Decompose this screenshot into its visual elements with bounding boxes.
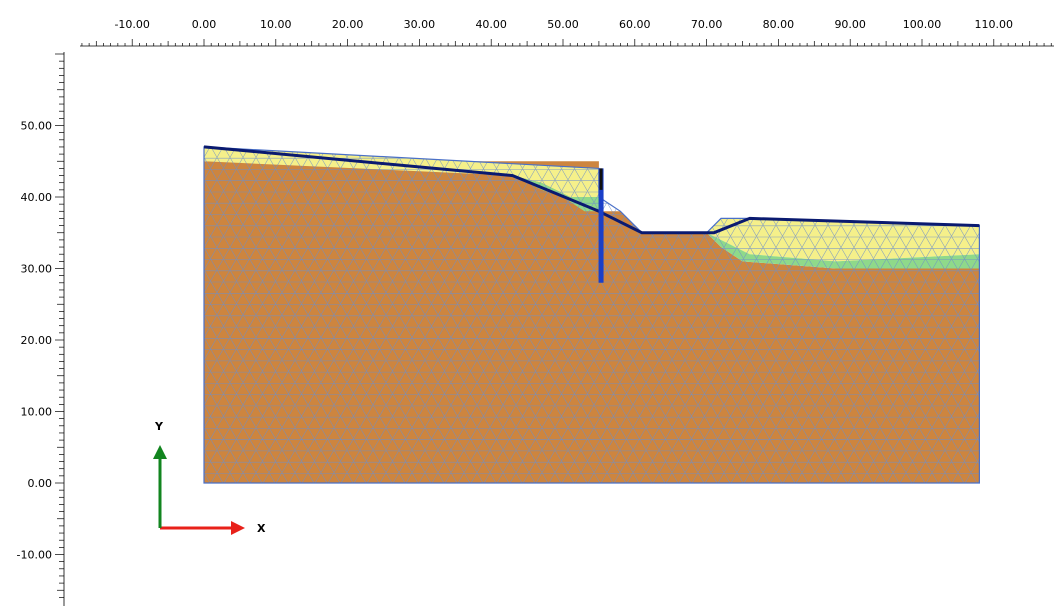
x-ruler-label: -10.00 — [114, 18, 149, 31]
y-ruler-label: 50.00 — [21, 120, 53, 133]
geometry-model[interactable] — [0, 145, 1054, 484]
x-axis-label: X — [257, 522, 266, 535]
x-ruler-label: 40.00 — [475, 18, 507, 31]
y-axis-label: Y — [154, 420, 164, 433]
y-ruler-label: 0.00 — [28, 477, 53, 490]
x-ruler-label: 70.00 — [691, 18, 723, 31]
x-ruler-label: 30.00 — [404, 18, 436, 31]
x-ruler-label: 60.00 — [619, 18, 651, 31]
x-ruler-label: 80.00 — [763, 18, 795, 31]
x-ruler-label: 10.00 — [260, 18, 292, 31]
vertical-ruler: 50.00 40.00 30.00 20.00 10.00 0.00 -10.00 — [17, 52, 65, 606]
x-ruler-label: 50.00 — [547, 18, 579, 31]
y-arrow-head — [153, 445, 167, 459]
y-ruler-label: 40.00 — [21, 191, 53, 204]
x-ruler-label: 90.00 — [834, 18, 866, 31]
x-arrow-head — [231, 521, 245, 535]
axis-indicator: X Y — [153, 420, 266, 535]
y-ruler-label: 30.00 — [21, 263, 53, 276]
horizontal-ruler: -10.00 0.00 10.00 20.00 30.00 40.00 50.00 60.00… — [80, 18, 1054, 47]
x-ruler-label: 20.00 — [332, 18, 364, 31]
y-ruler-label: 10.00 — [21, 406, 53, 419]
sand-cluster-right[interactable] — [706, 218, 980, 262]
y-ruler-label: -10.00 — [17, 549, 52, 562]
x-ruler-label: 100.00 — [903, 18, 942, 31]
sand-cluster-left[interactable] — [204, 146, 599, 197]
y-ruler-label: 20.00 — [21, 334, 53, 347]
x-ruler-label: 0.00 — [192, 18, 217, 31]
x-ruler-label: 110.00 — [975, 18, 1014, 31]
phreatic-line[interactable] — [203, 145, 980, 235]
soil-clusters[interactable] — [204, 146, 980, 484]
model-lines[interactable] — [203, 145, 981, 484]
